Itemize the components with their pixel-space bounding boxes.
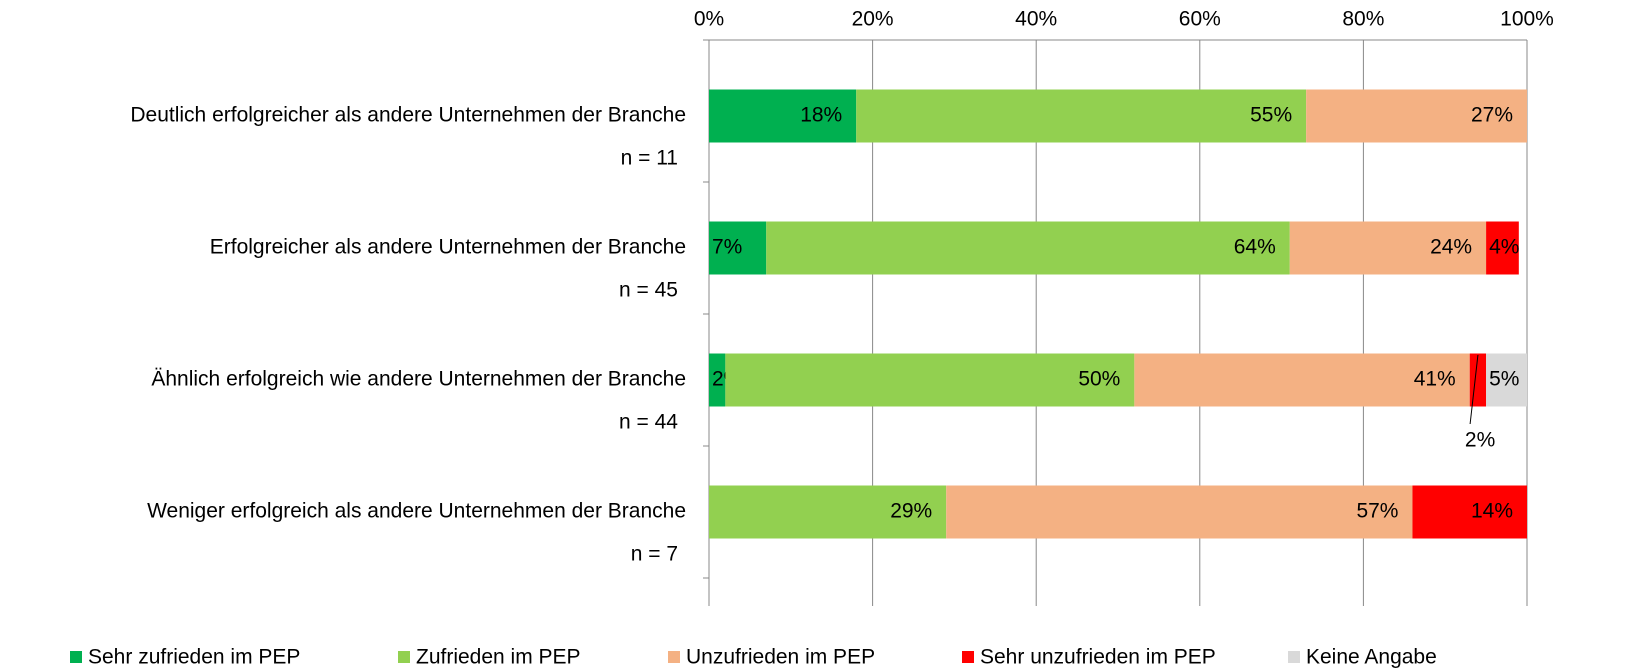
bar-segment xyxy=(1306,89,1527,143)
bar-segment xyxy=(709,221,767,275)
value-label: 27% xyxy=(1471,104,1513,127)
legend-label: Keine Angabe xyxy=(1306,646,1437,669)
value-label: 24% xyxy=(1430,236,1472,259)
bar-segment xyxy=(709,353,726,407)
bar-segment xyxy=(1469,353,1487,407)
bar-segment xyxy=(725,353,1135,407)
bar-segment xyxy=(1289,221,1487,275)
category-label: Weniger erfolgreich als andere Unternehm… xyxy=(147,500,686,523)
bar-segment xyxy=(766,221,1290,275)
bar-segment xyxy=(856,89,1307,143)
legend-label: Zufrieden im PEP xyxy=(416,646,581,669)
value-label: 50% xyxy=(1078,368,1120,391)
x-tick-label: 100% xyxy=(1500,8,1554,31)
bar-segment xyxy=(709,89,857,143)
value-label: 14% xyxy=(1471,500,1513,523)
value-label: 41% xyxy=(1414,368,1456,391)
x-tick-label: 0% xyxy=(694,8,724,31)
category-label: Ähnlich erfolgreich wie andere Unternehm… xyxy=(151,368,686,391)
legend-swatch xyxy=(70,651,82,663)
value-label: 64% xyxy=(1234,236,1276,259)
callout-line xyxy=(1469,354,1479,425)
value-label: 5% xyxy=(1489,368,1519,391)
bar-segment xyxy=(1412,485,1527,539)
value-label: 57% xyxy=(1356,500,1398,523)
x-tick-label: 20% xyxy=(852,8,894,31)
n-label: n = 7 xyxy=(631,543,678,566)
legend-label: Unzufrieden im PEP xyxy=(686,646,875,669)
value-label: 55% xyxy=(1250,104,1292,127)
n-label: n = 44 xyxy=(619,411,678,434)
legend-swatch xyxy=(1288,651,1300,663)
x-tick-label: 60% xyxy=(1179,8,1221,31)
category-label: Erfolgreicher als andere Unternehmen der… xyxy=(210,236,686,259)
legend-swatch xyxy=(962,651,974,663)
value-label: 29% xyxy=(890,500,932,523)
value-label: 4% xyxy=(1489,236,1519,259)
legend-label: Sehr zufrieden im PEP xyxy=(88,646,300,669)
bar-segment xyxy=(1486,353,1527,407)
x-tick-label: 80% xyxy=(1342,8,1384,31)
bar-segment xyxy=(709,485,947,539)
bar-segment xyxy=(1134,353,1470,407)
bar-segment xyxy=(1486,221,1519,275)
n-label: n = 45 xyxy=(619,279,678,302)
legend-label: Sehr unzufrieden im PEP xyxy=(980,646,1216,669)
value-label: 2% xyxy=(1465,429,1495,452)
value-label: 7% xyxy=(712,236,742,259)
x-tick-label: 40% xyxy=(1015,8,1057,31)
n-label: n = 11 xyxy=(621,147,678,170)
bar-segment xyxy=(946,485,1413,539)
legend-swatch xyxy=(398,651,410,663)
value-label: 18% xyxy=(800,104,842,127)
legend-swatch xyxy=(668,651,680,663)
category-label: Deutlich erfolgreicher als andere Untern… xyxy=(130,104,686,127)
